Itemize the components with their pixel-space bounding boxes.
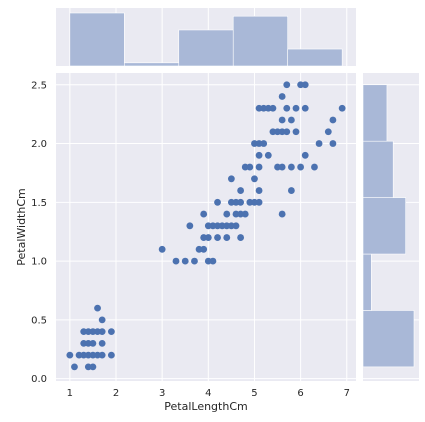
scatter-point	[269, 104, 277, 112]
scatter-point	[186, 222, 194, 230]
scatter-point	[98, 316, 106, 324]
top-histogram-bar	[69, 12, 125, 67]
scatter-point	[283, 104, 291, 112]
scatter-point	[214, 198, 221, 206]
scatter-point	[278, 163, 286, 171]
scatter-point	[311, 163, 318, 171]
scatter-point	[158, 245, 166, 253]
x-tick-label: 1	[67, 388, 73, 399]
scatter-point	[107, 328, 115, 336]
scatter-point	[292, 104, 300, 112]
scatter-point	[98, 339, 106, 347]
scatter-point	[301, 151, 309, 159]
scatter-point	[287, 187, 295, 194]
right-marginal-histogram	[362, 84, 415, 368]
right-histogram-bar	[362, 140, 394, 198]
scatter-point	[278, 93, 286, 100]
scatter-point	[287, 163, 295, 171]
scatter-point	[251, 175, 258, 183]
y-tick-label: 1.5	[31, 198, 47, 209]
scatter-point	[204, 234, 212, 241]
scatter-point	[200, 210, 208, 218]
y-tick-label: 1.0	[31, 257, 47, 268]
scatter-point	[315, 140, 323, 147]
scatter-point	[94, 304, 101, 312]
x-tick-label: 4	[205, 388, 211, 399]
right-histogram-bar	[362, 253, 372, 311]
top-histogram-bar	[287, 48, 343, 67]
top-histogram-bar	[232, 15, 288, 67]
scatter-point	[98, 351, 106, 359]
y-tick-label: 2.0	[31, 139, 47, 150]
scatter-point	[237, 187, 245, 194]
y-tick-label: 0.0	[31, 374, 47, 385]
scatter-point	[287, 116, 295, 124]
top-histogram-bar	[124, 62, 180, 67]
scatter-point	[181, 257, 189, 265]
scatter-point	[191, 257, 198, 265]
scatter-point	[329, 140, 337, 147]
right-histogram-bar	[362, 84, 388, 142]
scatter-point	[241, 210, 249, 218]
scatter-point	[278, 210, 286, 218]
scatter-point	[278, 116, 286, 124]
scatter-point	[209, 257, 217, 265]
scatter-point	[283, 128, 291, 136]
scatter-point	[200, 245, 208, 253]
scatter-point	[255, 151, 263, 159]
scatter-point	[338, 104, 346, 112]
scatter-point	[329, 116, 337, 124]
y-tick-label: 2.5	[31, 80, 47, 91]
x-tick-label: 2	[113, 388, 119, 399]
scatter-point	[255, 163, 263, 171]
scatter-point	[283, 81, 291, 89]
y-tick-label: 0.5	[31, 315, 47, 326]
scatter-point	[89, 363, 97, 371]
scatter-point	[98, 328, 106, 336]
scatter-point	[232, 222, 240, 230]
scatter-point	[324, 128, 332, 136]
x-tick-labels: 1 2 3 4 5 6 7	[67, 388, 350, 399]
scatter-point	[223, 210, 231, 218]
right-histogram-bar	[362, 310, 415, 368]
right-histogram-bar	[362, 197, 406, 255]
scatter-point	[223, 234, 231, 241]
scatter-point	[297, 163, 305, 171]
scatter-point	[246, 163, 254, 171]
x-tick-label: 6	[297, 388, 303, 399]
y-tick-labels: 0.0 0.5 1.0 1.5 2.0 2.5	[31, 80, 47, 385]
scatter-point	[292, 128, 300, 136]
scatter-point	[255, 198, 263, 206]
x-tick-label: 7	[344, 388, 350, 399]
x-tick-label: 3	[159, 388, 165, 399]
y-axis-label: PetalWidthCm	[15, 188, 28, 265]
scatter-point	[172, 257, 180, 265]
x-axis-label: PetalLengthCm	[164, 400, 247, 413]
scatter-point	[66, 351, 74, 359]
top-marginal-histogram	[69, 12, 343, 67]
x-tick-label: 5	[251, 388, 257, 399]
scatter-points	[66, 81, 346, 371]
scatter-point	[264, 151, 272, 159]
scatter-point	[89, 339, 97, 347]
scatter-point	[237, 198, 245, 206]
scatter-point	[214, 234, 221, 241]
scatter-point	[301, 104, 309, 112]
scatter-point	[237, 234, 245, 241]
scatter-point	[107, 351, 115, 359]
top-histogram-bar	[178, 29, 234, 67]
scatter-point	[227, 175, 235, 183]
scatter-point	[301, 81, 309, 89]
scatter-point	[71, 363, 78, 371]
scatter-point	[260, 140, 268, 147]
scatter-point	[255, 187, 263, 194]
